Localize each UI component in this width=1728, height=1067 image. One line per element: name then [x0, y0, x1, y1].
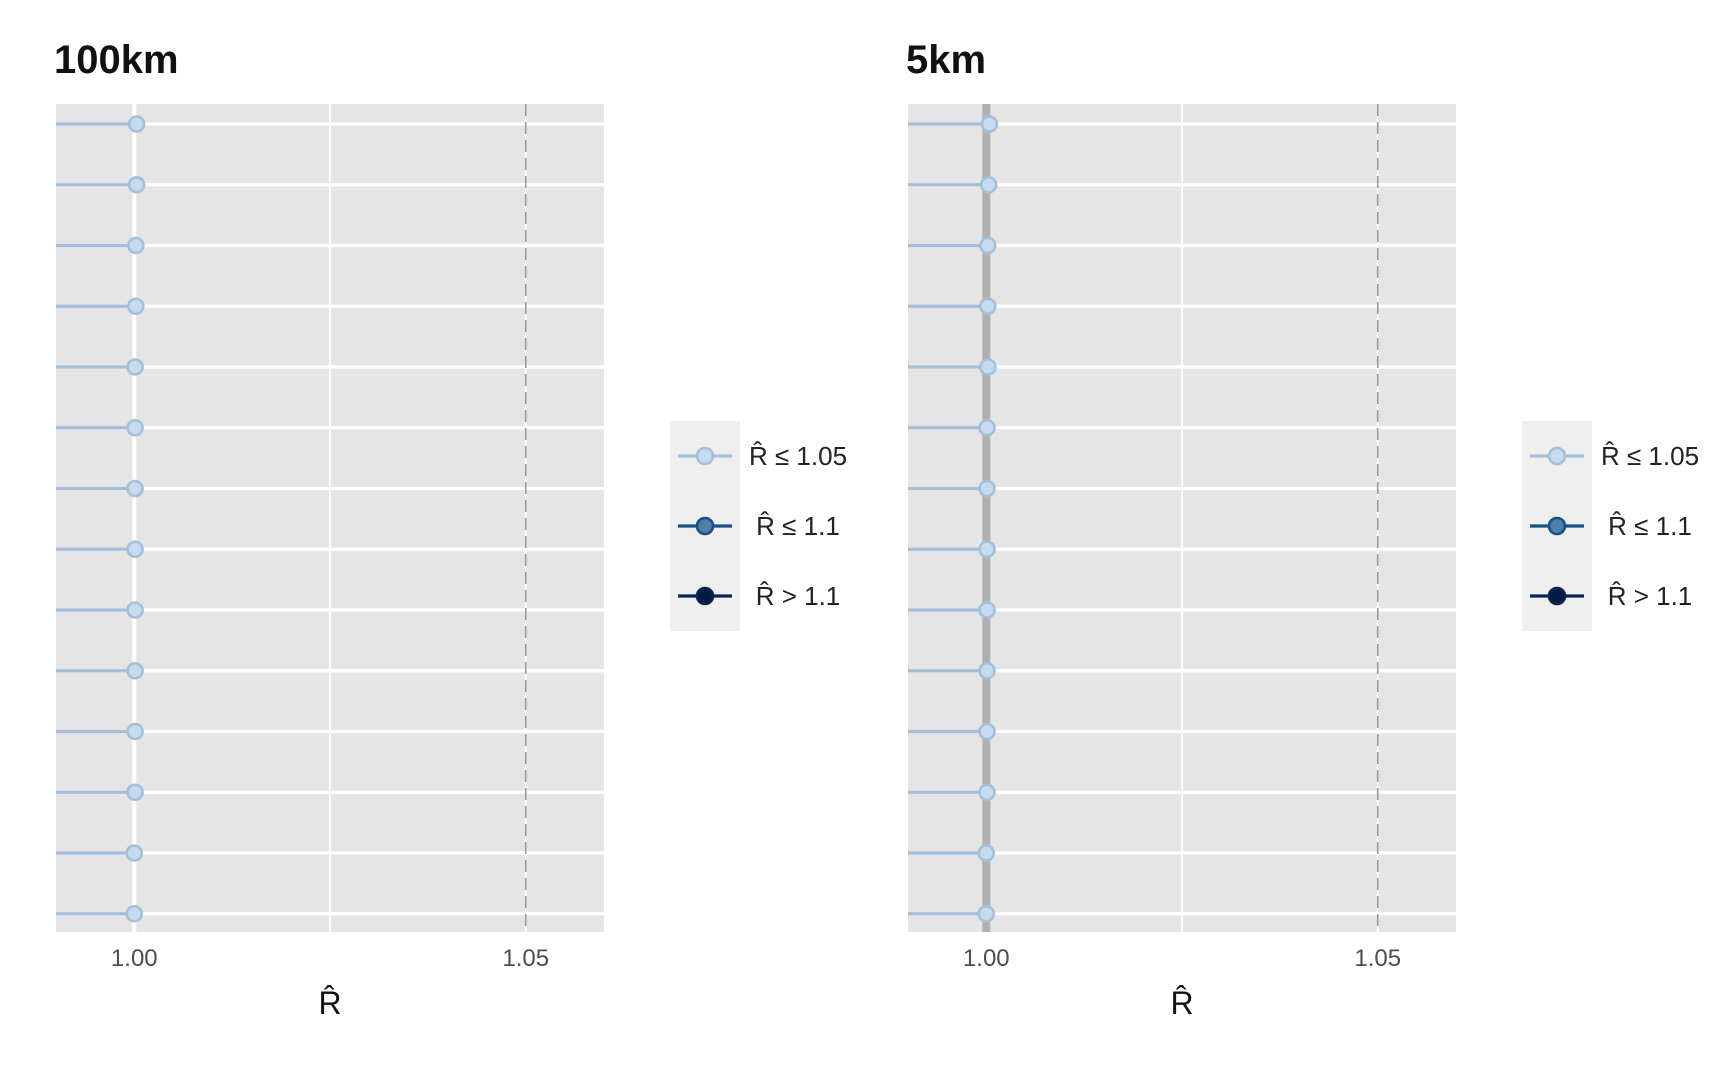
- legend-label: R̂ ≤ 1.1: [1608, 511, 1692, 541]
- lollipop-point: [979, 175, 998, 194]
- lollipop-point: [127, 115, 146, 133]
- lollipop-point: [126, 358, 144, 376]
- x-tick-label: 1.00: [111, 945, 158, 972]
- lollipop-point: [978, 783, 996, 802]
- lollipop-marks: [56, 115, 146, 923]
- lollipop-point: [126, 601, 144, 619]
- lollipop-point: [980, 115, 999, 133]
- lollipop-point: [978, 540, 996, 559]
- legend-key-point: [695, 446, 715, 466]
- legend-key-point: [1547, 586, 1567, 606]
- lollipop-marks: [908, 115, 999, 923]
- lollipop-point: [978, 418, 996, 437]
- lollipop-point: [127, 297, 145, 316]
- x-tick-labels: 1.00 1.05: [963, 945, 1401, 972]
- lollipop-point: [125, 844, 144, 862]
- legend-key-point: [1547, 516, 1567, 536]
- panel-5km: 5km 1.00 1.05 R̂: [906, 38, 1456, 1021]
- lollipop-point: [978, 722, 996, 741]
- lollipop-point: [978, 601, 996, 619]
- lollipop-point: [126, 479, 144, 498]
- x-tick-label: 1.05: [502, 945, 549, 972]
- lollipop-point: [977, 844, 996, 862]
- x-tick-label: 1.00: [963, 945, 1010, 972]
- lollipop-point: [126, 722, 144, 741]
- legend-key-point: [695, 516, 715, 536]
- x-axis-label: R̂: [1170, 985, 1193, 1021]
- lollipop-point: [125, 904, 144, 923]
- legend: R̂ ≤ 1.05 R̂ ≤ 1.1 R̂ > 1.1: [670, 421, 847, 631]
- lollipop-point: [126, 661, 144, 680]
- x-tick-labels: 1.00 1.05: [111, 945, 549, 972]
- legend-label: R̂ > 1.1: [756, 581, 841, 611]
- legend-key-point: [1547, 446, 1567, 466]
- lollipop-point: [977, 904, 996, 923]
- legend-label: R̂ ≤ 1.05: [1601, 441, 1699, 471]
- x-axis-label: R̂: [318, 985, 341, 1021]
- legend: R̂ ≤ 1.05 R̂ ≤ 1.1 R̂ > 1.1: [1522, 421, 1699, 631]
- lollipop-point: [979, 358, 997, 376]
- lollipop-point: [127, 236, 145, 255]
- x-tick-label: 1.05: [1354, 945, 1401, 972]
- lollipop-point: [978, 661, 996, 680]
- lollipop-point: [979, 236, 997, 255]
- legend-label: R̂ ≤ 1.05: [749, 441, 847, 471]
- panel-100km: 100km 1.00 1.05 R̂: [54, 38, 604, 1021]
- lollipop-point: [979, 297, 997, 316]
- panel-title: 100km: [54, 38, 179, 82]
- lollipop-point: [126, 540, 144, 559]
- lollipop-point: [127, 175, 146, 194]
- legend-label: R̂ > 1.1: [1608, 581, 1693, 611]
- legend-key-point: [695, 586, 715, 606]
- panel-title: 5km: [906, 38, 986, 82]
- lollipop-point: [126, 783, 144, 802]
- lollipop-point: [126, 418, 144, 437]
- lollipop-point: [978, 479, 996, 498]
- legend-label: R̂ ≤ 1.1: [756, 511, 840, 541]
